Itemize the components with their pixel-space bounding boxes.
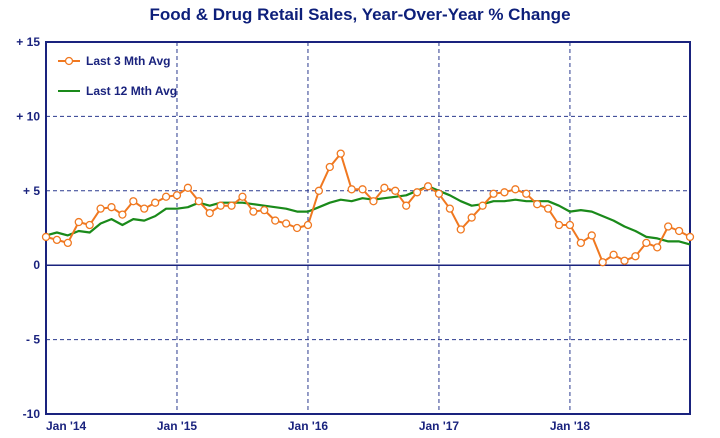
- data-point: [565, 220, 575, 230]
- data-point: [118, 210, 127, 219]
- data-point: [533, 200, 542, 209]
- data-point: [587, 231, 596, 240]
- data-point: [205, 208, 214, 218]
- data-point: [63, 238, 72, 248]
- data-point: [96, 204, 105, 213]
- data-point: [412, 188, 422, 197]
- y-tick-label: - 5: [26, 333, 40, 347]
- y-tick-label: + 5: [23, 184, 40, 198]
- data-point: [41, 232, 51, 242]
- legend: Last 3 Mth Avg Last 12 Mth Avg: [58, 54, 177, 98]
- data-point: [292, 223, 302, 233]
- data-point: [151, 198, 160, 207]
- data-point: [369, 197, 378, 206]
- data-point: [500, 188, 509, 197]
- y-tick-label: + 15: [16, 35, 40, 49]
- data-point: [554, 220, 564, 230]
- data-point: [631, 252, 640, 261]
- data-point: [281, 219, 291, 228]
- x-tick-label: Jan '15: [157, 419, 198, 433]
- x-tick-label: Jan '16: [288, 419, 329, 433]
- data-point: [172, 191, 182, 200]
- data-point: [227, 201, 236, 210]
- data-point: [129, 197, 138, 206]
- data-point: [598, 258, 607, 267]
- data-point: [391, 186, 400, 195]
- data-point: [325, 162, 334, 172]
- data-point: [543, 204, 553, 213]
- data-point: [380, 183, 389, 192]
- data-point: [402, 201, 411, 210]
- data-point: [445, 204, 455, 213]
- series-last-3-mth-avg: [41, 149, 695, 267]
- series-layer: [41, 149, 695, 267]
- data-point: [653, 243, 662, 252]
- y-tick-label: -10: [23, 407, 41, 421]
- data-point: [576, 238, 585, 248]
- data-point: [358, 185, 367, 194]
- data-point: [609, 250, 618, 259]
- data-point: [216, 201, 225, 210]
- data-point: [107, 203, 116, 212]
- data-point: [260, 205, 269, 215]
- data-point: [238, 192, 247, 201]
- data-point: [685, 232, 695, 242]
- data-point: [194, 197, 203, 206]
- data-point: [249, 207, 258, 216]
- series-last-12-mth-avg: [45, 185, 691, 246]
- legend-item: Last 12 Mth Avg: [58, 84, 177, 98]
- legend-label: Last 12 Mth Avg: [86, 84, 177, 98]
- data-point: [314, 186, 324, 195]
- x-tick-label: Jan '17: [419, 419, 460, 433]
- data-point: [478, 201, 487, 210]
- data-point: [467, 213, 476, 222]
- legend-label: Last 3 Mth Avg: [86, 54, 170, 68]
- data-point: [423, 182, 433, 191]
- x-tick-label: Jan '18: [550, 419, 591, 433]
- data-point: [85, 220, 94, 230]
- x-tick-label: Jan '14: [46, 419, 87, 433]
- data-point: [74, 217, 83, 227]
- y-axis: + 15 + 10 + 5 0 - 5 -10: [16, 35, 40, 421]
- data-point: [161, 192, 171, 201]
- data-point: [489, 189, 498, 198]
- series-line: [45, 185, 691, 246]
- data-point: [140, 204, 149, 213]
- y-tick-label: + 10: [16, 109, 40, 123]
- data-point: [522, 189, 531, 198]
- data-point: [434, 189, 444, 198]
- data-point: [52, 235, 62, 245]
- data-point: [620, 256, 629, 265]
- plot-frame: [45, 41, 691, 415]
- data-point: [674, 226, 684, 236]
- legend-marker: [64, 56, 74, 66]
- data-point: [303, 220, 313, 230]
- x-axis: Jan '14 Jan '15 Jan '16 Jan '17 Jan '18: [46, 419, 590, 433]
- data-point: [511, 185, 520, 194]
- data-point: [664, 222, 673, 231]
- chart-title: Food & Drug Retail Sales, Year-Over-Year…: [149, 5, 570, 24]
- data-point: [456, 225, 465, 234]
- legend-item: Last 3 Mth Avg: [58, 54, 170, 68]
- y-tick-label: 0: [33, 258, 40, 272]
- data-point: [642, 238, 651, 248]
- data-point: [271, 216, 280, 225]
- data-point: [183, 183, 193, 192]
- data-point: [347, 185, 356, 194]
- data-point: [336, 149, 345, 158]
